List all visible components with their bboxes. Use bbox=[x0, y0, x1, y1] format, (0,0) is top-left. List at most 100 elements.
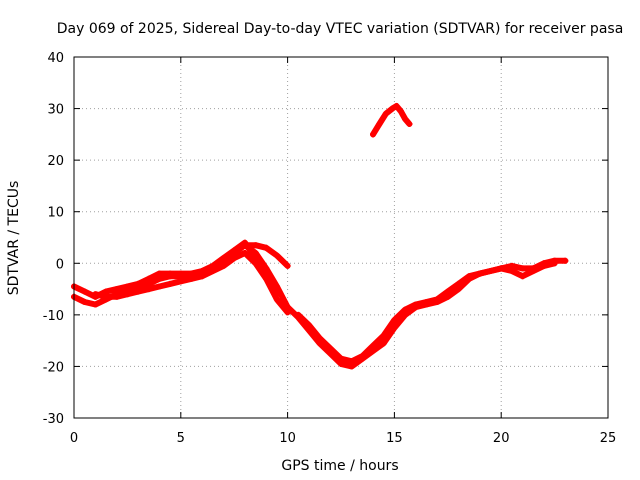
data-point bbox=[220, 255, 227, 262]
x-tick-label: 15 bbox=[386, 431, 403, 446]
data-point bbox=[376, 121, 383, 127]
data-point bbox=[455, 280, 462, 287]
data-point bbox=[113, 286, 120, 293]
y-tick-label: 30 bbox=[47, 103, 64, 118]
data-point bbox=[393, 103, 400, 109]
data-point bbox=[306, 322, 312, 329]
chart-title: Day 069 of 2025, Sidereal Day-to-day VTE… bbox=[57, 21, 624, 37]
data-point bbox=[444, 288, 451, 295]
x-tick-label: 25 bbox=[600, 431, 617, 446]
data-point bbox=[348, 363, 355, 370]
data-point bbox=[316, 335, 323, 342]
y-tick-label: -30 bbox=[43, 412, 64, 427]
data-point bbox=[252, 242, 259, 249]
data-point bbox=[284, 304, 291, 311]
y-tick-label: 10 bbox=[47, 206, 64, 221]
series-track-3 bbox=[92, 250, 291, 316]
data-point bbox=[81, 288, 88, 295]
data-point bbox=[188, 275, 195, 282]
data-series bbox=[71, 103, 569, 370]
x-axis-label: GPS time / hours bbox=[281, 458, 398, 474]
data-point bbox=[231, 247, 238, 254]
data-point bbox=[241, 242, 248, 249]
data-point bbox=[498, 265, 505, 272]
y-tick-label: -20 bbox=[43, 360, 64, 375]
y-tick-label: 20 bbox=[47, 154, 64, 169]
data-point bbox=[92, 291, 99, 298]
data-point bbox=[359, 353, 366, 360]
data-point bbox=[135, 288, 142, 295]
data-point bbox=[92, 301, 99, 308]
data-point bbox=[434, 296, 441, 303]
data-point bbox=[508, 262, 515, 269]
x-tick-label: 20 bbox=[493, 431, 510, 446]
data-point bbox=[113, 293, 120, 300]
data-point bbox=[380, 340, 387, 347]
data-point bbox=[402, 115, 409, 122]
data-point bbox=[209, 268, 216, 274]
y-tick-label: 40 bbox=[47, 51, 64, 66]
x-tick-label: 5 bbox=[177, 431, 185, 446]
data-point bbox=[412, 301, 419, 308]
data-point bbox=[145, 275, 152, 282]
data-point bbox=[487, 268, 494, 274]
data-point bbox=[562, 257, 569, 264]
data-point bbox=[540, 262, 547, 269]
data-point bbox=[338, 360, 344, 367]
series-track-4 bbox=[241, 242, 291, 269]
data-point bbox=[263, 244, 270, 251]
data-point bbox=[382, 110, 389, 117]
data-point bbox=[145, 286, 152, 293]
data-point bbox=[273, 252, 280, 259]
data-point bbox=[295, 311, 302, 318]
data-point bbox=[252, 260, 259, 267]
y-tick-label: -10 bbox=[43, 309, 64, 324]
series-line bbox=[370, 103, 413, 138]
series-track-2 bbox=[71, 239, 280, 300]
y-axis-label: SDTVAR / TECUs bbox=[6, 181, 22, 296]
data-point bbox=[103, 293, 109, 300]
y-tick-label: 0 bbox=[56, 257, 64, 272]
data-point bbox=[476, 270, 483, 277]
data-point bbox=[519, 273, 526, 280]
data-point bbox=[519, 265, 526, 272]
data-point bbox=[231, 255, 238, 262]
data-point bbox=[397, 108, 404, 115]
x-tick-label: 0 bbox=[70, 431, 78, 446]
data-point bbox=[348, 358, 355, 365]
data-point bbox=[370, 342, 376, 349]
series-line bbox=[295, 260, 558, 365]
x-tick-label: 10 bbox=[279, 431, 296, 446]
data-point bbox=[338, 355, 344, 362]
data-point bbox=[391, 317, 398, 323]
grid bbox=[74, 57, 608, 418]
data-point bbox=[124, 291, 131, 298]
data-point bbox=[177, 270, 184, 277]
data-point bbox=[551, 260, 558, 267]
data-point bbox=[241, 250, 248, 256]
plot-frame bbox=[73, 56, 609, 419]
data-point bbox=[389, 105, 396, 112]
data-point bbox=[103, 288, 109, 295]
data-point bbox=[406, 121, 413, 127]
data-point bbox=[135, 280, 142, 287]
data-point bbox=[380, 332, 387, 339]
data-point bbox=[327, 345, 334, 352]
data-point bbox=[156, 270, 163, 277]
axes: 0 5 10 15 20 25 -30 -20 -10 0 10 20 30 40 bbox=[43, 51, 617, 446]
data-point bbox=[167, 280, 174, 287]
data-point bbox=[177, 278, 184, 285]
data-point bbox=[220, 262, 227, 269]
data-point bbox=[156, 283, 163, 290]
series-track-6 bbox=[295, 260, 558, 365]
data-point bbox=[199, 273, 206, 280]
data-point bbox=[508, 268, 515, 274]
data-point bbox=[188, 270, 195, 277]
data-point bbox=[124, 283, 131, 290]
data-point bbox=[273, 296, 280, 303]
data-point bbox=[284, 262, 291, 269]
series-track-7 bbox=[370, 103, 413, 138]
data-point bbox=[530, 268, 537, 274]
data-point bbox=[423, 299, 430, 305]
